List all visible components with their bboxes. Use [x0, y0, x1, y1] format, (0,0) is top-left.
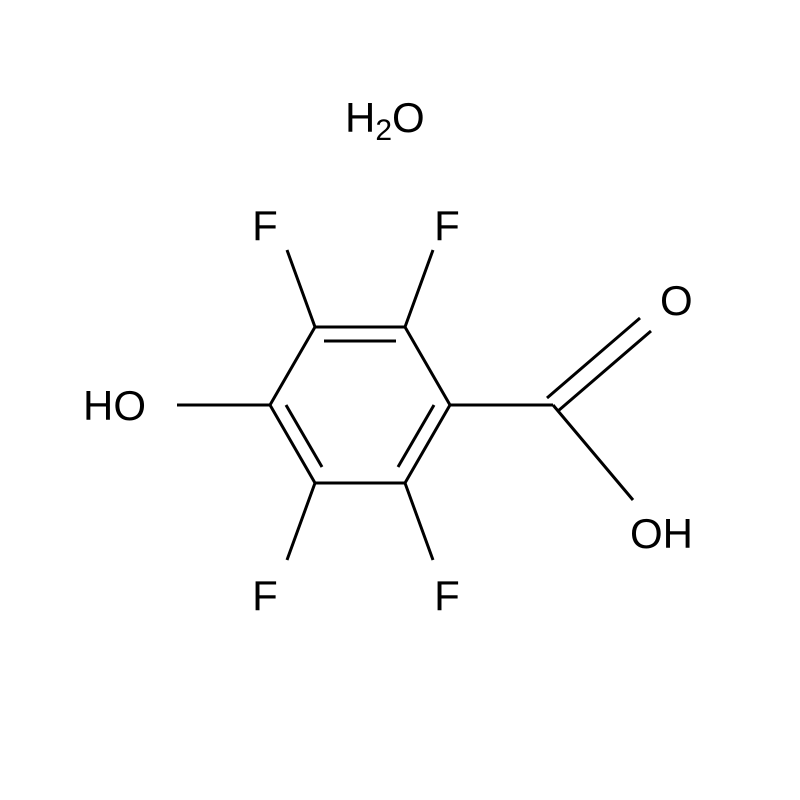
label-f-top-left: F [252, 202, 278, 249]
bond-c6-f [405, 483, 433, 560]
bond-cooh-o-double-1 [547, 318, 640, 398]
label-f-top-right: F [434, 202, 460, 249]
bond-c1-c2 [405, 327, 450, 405]
molecule-diagram: H2O F F HO O OH F F [0, 0, 800, 800]
label-ho: HO [83, 382, 146, 429]
label-oh-carboxyl: OH [630, 510, 693, 557]
bond-c4-c5-inner [286, 405, 322, 467]
bond-c6-c1-inner [398, 405, 434, 467]
bond-cooh-o-double-2 [558, 331, 651, 411]
label-h2o: H2O [345, 94, 425, 147]
label-f-bottom-left: F [252, 572, 278, 619]
bond-c3-f [287, 250, 315, 327]
label-o-carbonyl: O [660, 277, 693, 324]
bond-c5-f [287, 483, 315, 560]
bond-c3-c4 [270, 327, 315, 405]
label-f-bottom-right: F [434, 572, 460, 619]
bond-c2-f [405, 250, 433, 327]
bond-cooh-oh [553, 405, 633, 500]
